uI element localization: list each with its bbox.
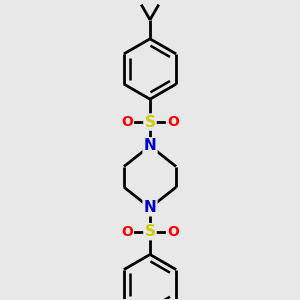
Text: N: N — [144, 200, 156, 215]
Text: N: N — [144, 138, 156, 153]
Text: O: O — [167, 225, 179, 238]
Text: O: O — [121, 115, 133, 129]
Text: S: S — [145, 115, 155, 130]
Text: S: S — [145, 224, 155, 239]
Text: O: O — [167, 115, 179, 129]
Text: O: O — [121, 225, 133, 238]
